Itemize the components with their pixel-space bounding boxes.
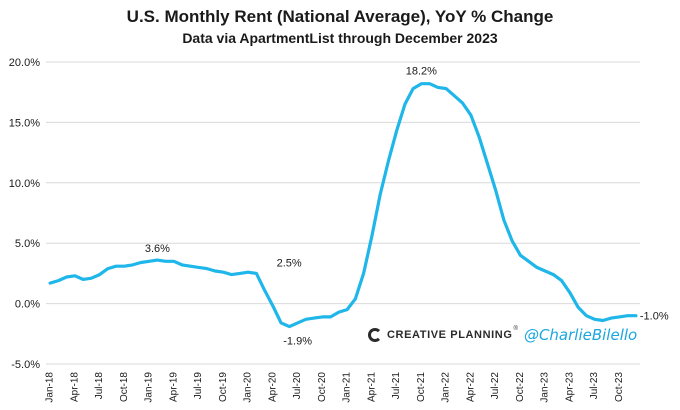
data-label: 3.6% [145, 243, 170, 255]
x-tick-label: Apr-19 [168, 372, 179, 402]
chart-title-block: U.S. Monthly Rent (National Average), Yo… [0, 6, 680, 48]
watermark-brand: CREATIVE PLANNING [387, 329, 513, 341]
x-tick-label: Jul-18 [94, 372, 105, 400]
y-axis-ticks: -5.0% 0.0% 5.0% 10.0% 15.0% 20.0% [9, 57, 40, 371]
series-line-layer [48, 82, 638, 329]
y-tick-label: 5.0% [15, 238, 40, 250]
x-axis-ticks: Jan-18 Apr-18 Jul-18 Oct-18 Jan-19 Apr-19 Jul-… [45, 372, 625, 403]
x-tick-label: Apr-18 [69, 372, 80, 402]
y-tick-label: 15.0% [9, 117, 40, 129]
series-line [48, 82, 638, 329]
x-tick-label: Oct-23 [614, 372, 625, 402]
annotations: 3.6% 2.5% -1.9% 18.2% -1.0% [145, 66, 669, 348]
y-tick-label: 0.0% [15, 299, 40, 311]
chart-subtitle: Data via ApartmentList through December … [182, 30, 498, 46]
trademark-symbol: ® [513, 326, 518, 332]
x-tick-label: Jan-20 [243, 372, 254, 403]
data-label: -1.0% [640, 311, 669, 323]
x-tick-label: Oct-21 [416, 372, 427, 402]
gridlines [46, 61, 640, 365]
x-tick-label: Oct-18 [119, 372, 130, 402]
watermark-handle: @CharlieBilello [523, 326, 638, 344]
x-tick-label: Jul-22 [490, 372, 501, 400]
x-tick-label: Apr-23 [564, 372, 575, 402]
x-tick-label: Apr-22 [465, 372, 476, 402]
chart-title: U.S. Monthly Rent (National Average), Yo… [126, 7, 554, 26]
x-tick-label: Apr-21 [366, 372, 377, 402]
x-tick-label: Jul-23 [589, 372, 600, 400]
y-tick-label: 10.0% [9, 178, 40, 190]
x-tick-label: Jan-23 [540, 372, 551, 403]
x-tick-label: Oct-19 [218, 372, 229, 402]
data-label: 18.2% [406, 66, 437, 78]
x-tick-label: Jan-21 [342, 372, 353, 403]
x-tick-label: Jul-21 [391, 372, 402, 400]
watermark: CREATIVE PLANNING ® @CharlieBilello [368, 326, 637, 344]
data-label: 2.5% [277, 257, 302, 269]
x-tick-label: Jul-19 [193, 372, 204, 400]
y-tick-label: 20.0% [9, 57, 40, 69]
x-tick-label: Jul-20 [292, 372, 303, 400]
x-tick-label: Oct-20 [317, 372, 328, 402]
x-tick-label: Oct-22 [515, 372, 526, 402]
x-tick-label: Apr-20 [267, 372, 278, 402]
x-tick-label: Jan-19 [144, 372, 155, 403]
x-tick-label: Jan-22 [441, 372, 452, 403]
data-label: -1.9% [283, 336, 312, 348]
x-tick-label: Jan-18 [45, 372, 56, 403]
creative-planning-logo-icon [368, 328, 382, 342]
y-tick-label: -5.0% [11, 359, 40, 371]
